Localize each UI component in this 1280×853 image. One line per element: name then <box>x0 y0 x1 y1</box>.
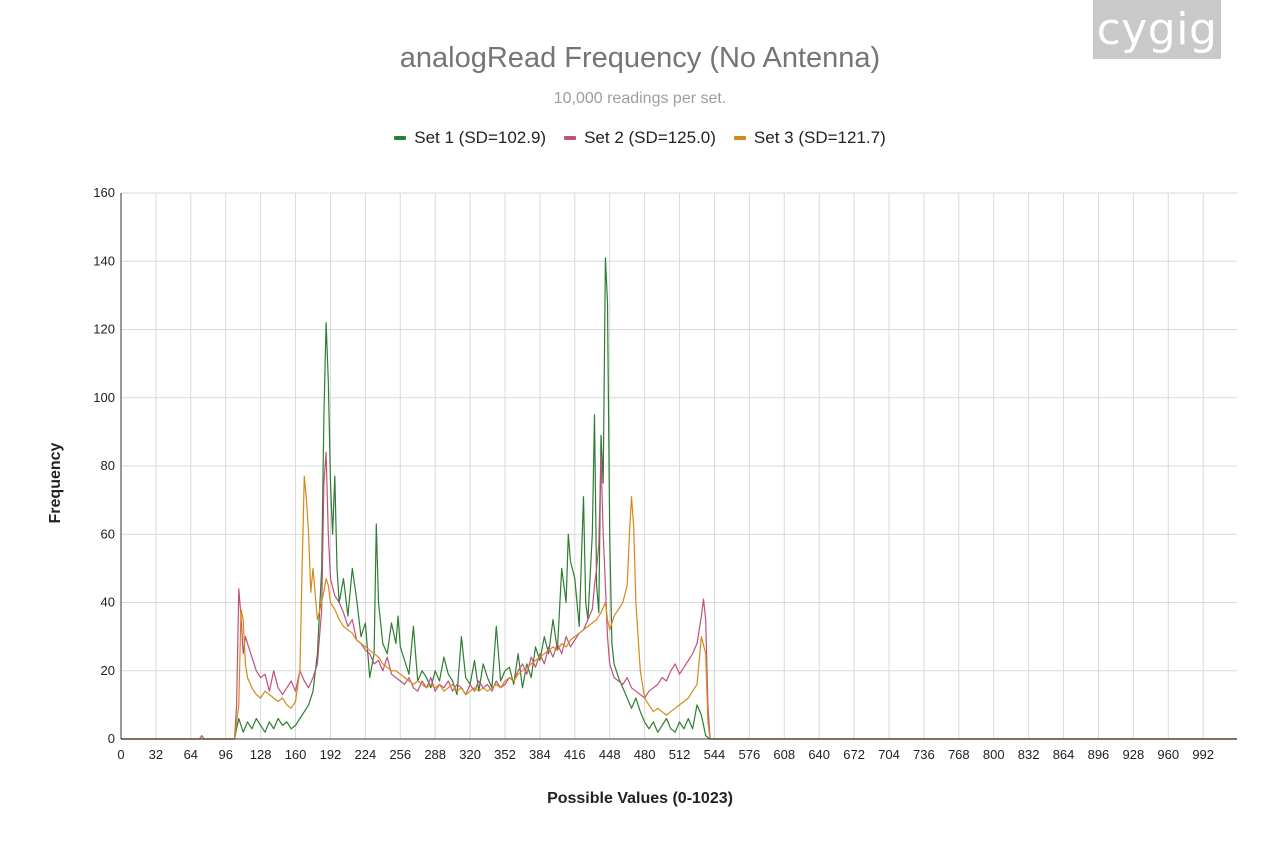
x-tick-label: 800 <box>983 747 1005 762</box>
series-line-set-2 <box>121 451 1237 740</box>
y-tick-label: 60 <box>101 526 115 541</box>
x-tick-label: 928 <box>1123 747 1145 762</box>
x-tick-label: 992 <box>1192 747 1214 762</box>
chart-subtitle: 10,000 readings per set. <box>553 90 727 107</box>
axes <box>120 193 1237 740</box>
series-lines <box>121 257 1237 740</box>
x-tick-label: 352 <box>494 747 516 762</box>
y-tick-label: 120 <box>93 322 115 337</box>
y-tick-label: 20 <box>101 663 115 678</box>
x-tick-label: 960 <box>1157 747 1179 762</box>
x-tick-label: 320 <box>459 747 481 762</box>
x-tick-label: 736 <box>913 747 935 762</box>
cygig-logo: cygig <box>1093 0 1221 59</box>
x-tick-label: 512 <box>669 747 691 762</box>
y-tick-label: 160 <box>93 185 115 200</box>
series-line-set-3 <box>121 475 1237 740</box>
gridlines <box>120 192 1237 740</box>
x-tick-label: 480 <box>634 747 656 762</box>
x-tick-label: 768 <box>948 747 970 762</box>
x-tick-label: 288 <box>424 747 446 762</box>
x-tick-label: 224 <box>355 747 377 762</box>
x-tick-label: 448 <box>599 747 621 762</box>
x-tick-label: 896 <box>1088 747 1110 762</box>
legend-swatch-set-2 <box>564 136 577 140</box>
legend-swatch-set-1 <box>394 136 407 140</box>
x-tick-label: 192 <box>320 747 342 762</box>
legend-item-set-3[interactable]: Set 3 (SD=121.7) <box>733 128 886 148</box>
x-tick-label: 64 <box>184 747 198 762</box>
x-tick-label: 96 <box>218 747 232 762</box>
y-tick-label: 40 <box>101 595 115 610</box>
x-tick-label: 640 <box>808 747 830 762</box>
tick-labels: 0 20 40 60 80 100 120 140 160 0 32 64 96 128 160 192 224… <box>93 185 1214 762</box>
y-tick-label: 0 <box>108 731 115 746</box>
legend-item-set-2[interactable]: Set 2 (SD=125.0) <box>564 128 716 148</box>
x-tick-label: 672 <box>843 747 865 762</box>
x-tick-label: 608 <box>773 747 795 762</box>
x-tick-label: 544 <box>704 747 726 762</box>
x-tick-label: 864 <box>1053 747 1075 762</box>
x-tick-label: 832 <box>1018 747 1040 762</box>
legend-swatch-set-3 <box>733 136 746 140</box>
y-tick-label: 80 <box>101 458 115 473</box>
legend-label-set-3: Set 3 (SD=121.7) <box>753 128 886 147</box>
x-tick-label: 0 <box>117 747 124 762</box>
x-tick-label: 576 <box>739 747 761 762</box>
x-tick-label: 256 <box>389 747 411 762</box>
legend-label-set-2: Set 2 (SD=125.0) <box>584 128 716 147</box>
chart-title: analogRead Frequency (No Antenna) <box>399 42 881 74</box>
x-tick-label: 160 <box>285 747 307 762</box>
legend-label-set-1: Set 1 (SD=102.9) <box>414 128 547 147</box>
legend: Set 1 (SD=102.9) Set 2 (SD=125.0) Set 3 … <box>0 128 1280 148</box>
y-tick-label: 140 <box>93 253 115 268</box>
x-tick-label: 128 <box>250 747 272 762</box>
legend-item-set-1[interactable]: Set 1 (SD=102.9) <box>394 128 546 148</box>
x-tick-label: 384 <box>529 747 551 762</box>
x-tick-label: 416 <box>564 747 586 762</box>
y-tick-label: 100 <box>93 390 115 405</box>
x-tick-label: 32 <box>149 747 163 762</box>
x-tick-label: 704 <box>878 747 900 762</box>
x-axis-label: Possible Values (0-1023) <box>547 790 733 807</box>
